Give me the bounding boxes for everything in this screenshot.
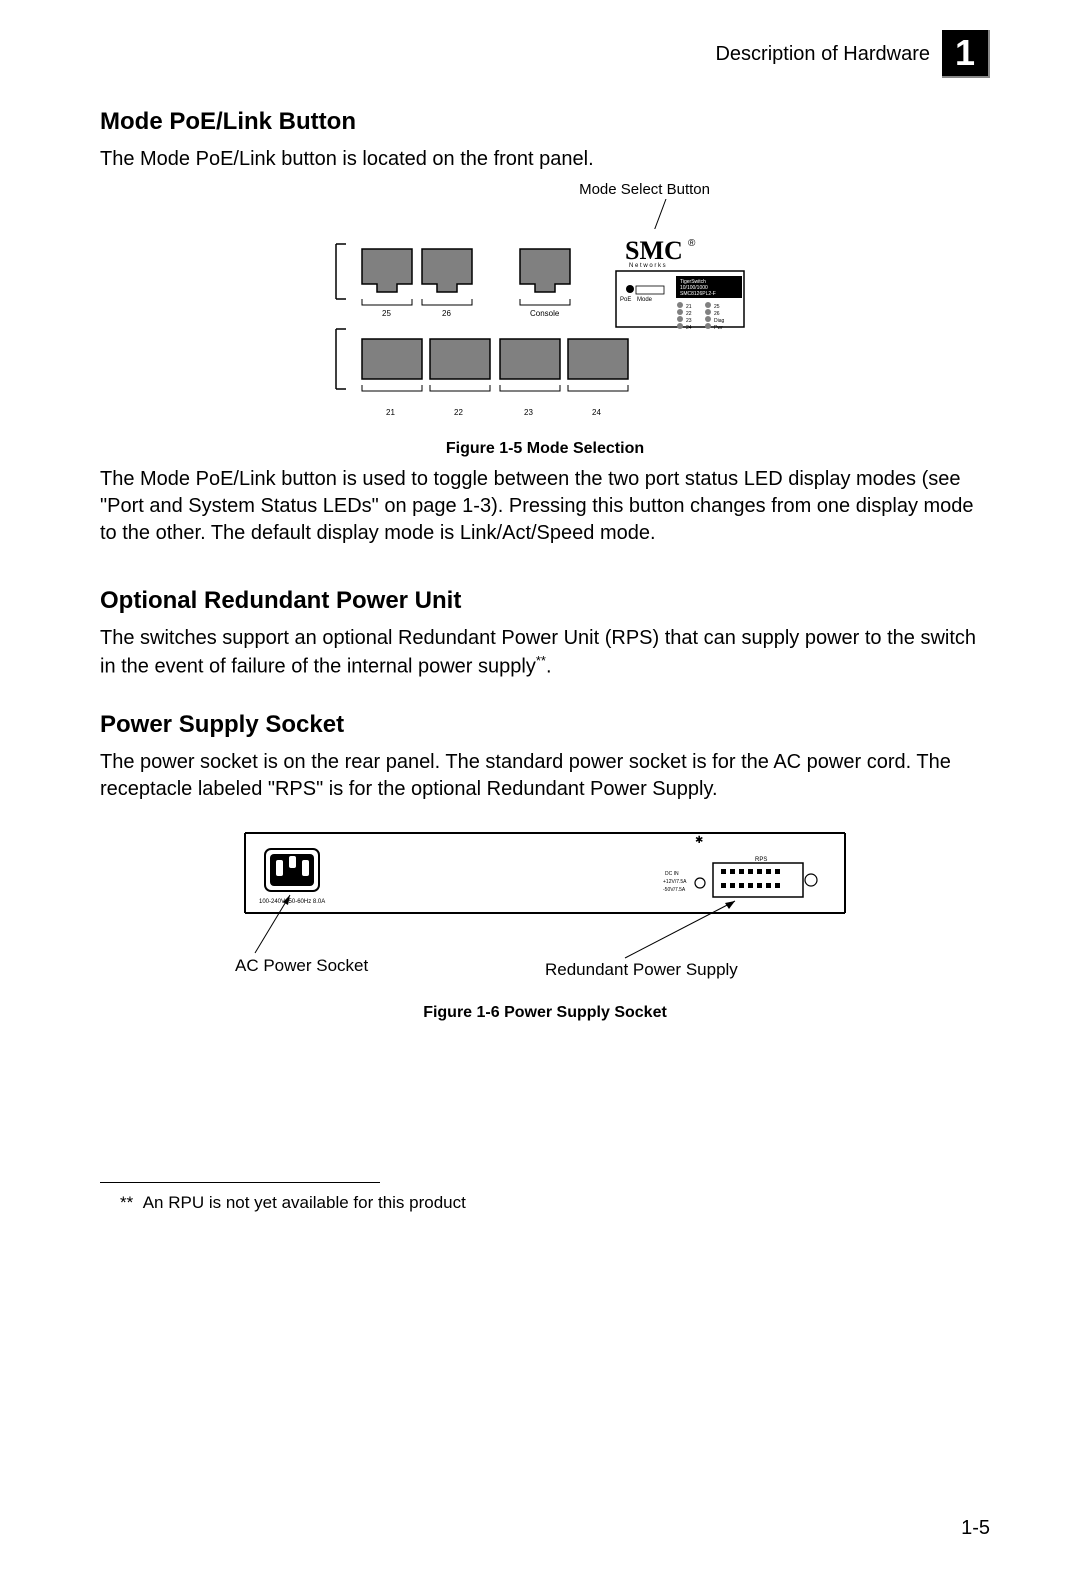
section1-body: The Mode PoE/Link button is used to togg… (100, 466, 990, 547)
mode-button (626, 285, 634, 293)
networks-label: N e t w o r k s (629, 263, 666, 269)
section2-body: The switches support an optional Redunda… (100, 625, 990, 681)
page-number: 1-5 (961, 1517, 990, 1540)
front-panel-diagram: SMC ® N e t w o r k s TigerSwitch 10/100… (330, 199, 760, 429)
ac-rating-label: 100-240V~50-60Hz 8.0A (259, 899, 325, 905)
chapter-number-badge: 1 (942, 30, 990, 78)
screw-icon: ✱ (695, 835, 703, 846)
svg-text:26: 26 (714, 311, 720, 317)
rear-panel-diagram: ✱ 100-240V~50-60Hz 8.0A RPS DC IN +12V/7… (235, 823, 855, 993)
mode-label-panel: Mode (637, 297, 653, 303)
section-heading-pss: Power Supply Socket (100, 711, 990, 739)
section-heading-mode-button: Mode PoE/Link Button (100, 108, 990, 136)
dc-label-2: +12V/7.5A (663, 879, 687, 885)
dc-label-1: DC IN (665, 871, 679, 877)
svg-text:21: 21 (386, 408, 395, 417)
figure-1-6: ✱ 100-240V~50-60Hz 8.0A RPS DC IN +12V/7… (100, 823, 990, 1022)
svg-text:Diag: Diag (714, 318, 725, 324)
figure-1-5: Mode Select Button SMC ® N e t w o r k s… (100, 181, 990, 458)
svg-text:22: 22 (686, 311, 692, 317)
smc-logo: SMC (625, 236, 683, 265)
model-line3: SMC8126PL2-F (680, 291, 716, 297)
poe-label: PoE (620, 297, 631, 303)
svg-text:23: 23 (686, 318, 692, 324)
redundant-power-supply-callout: Redundant Power Supply (545, 960, 738, 979)
rps-label: RPS (755, 857, 767, 863)
svg-text:25: 25 (714, 304, 720, 310)
mode-select-button-callout: Mode Select Button (579, 181, 710, 198)
page-header: Description of Hardware 1 (100, 30, 990, 78)
reg-mark: ® (688, 238, 696, 249)
svg-text:Pwr: Pwr (714, 325, 723, 331)
svg-text:21: 21 (686, 304, 692, 310)
section-heading-rpu: Optional Redundant Power Unit (100, 587, 990, 615)
dc-label-3: -50V/7.5A (663, 887, 686, 893)
ac-power-socket-callout: AC Power Socket (235, 956, 368, 975)
svg-text:23: 23 (524, 408, 533, 417)
figure-1-5-caption: Figure 1-5 Mode Selection (100, 440, 990, 458)
footnote: ** An RPU is not yet available for this … (120, 1193, 990, 1213)
svg-text:24: 24 (686, 325, 692, 331)
svg-text:Console: Console (530, 309, 560, 318)
svg-text:22: 22 (454, 408, 463, 417)
svg-text:26: 26 (442, 309, 451, 318)
header-title: Description of Hardware (715, 43, 930, 66)
section3-body: The power socket is on the rear panel. T… (100, 749, 990, 803)
footnote-rule (100, 1182, 380, 1183)
svg-text:24: 24 (592, 408, 601, 417)
figure-1-6-caption: Figure 1-6 Power Supply Socket (100, 1004, 990, 1022)
section1-intro: The Mode PoE/Link button is located on t… (100, 146, 990, 173)
svg-text:25: 25 (382, 309, 391, 318)
